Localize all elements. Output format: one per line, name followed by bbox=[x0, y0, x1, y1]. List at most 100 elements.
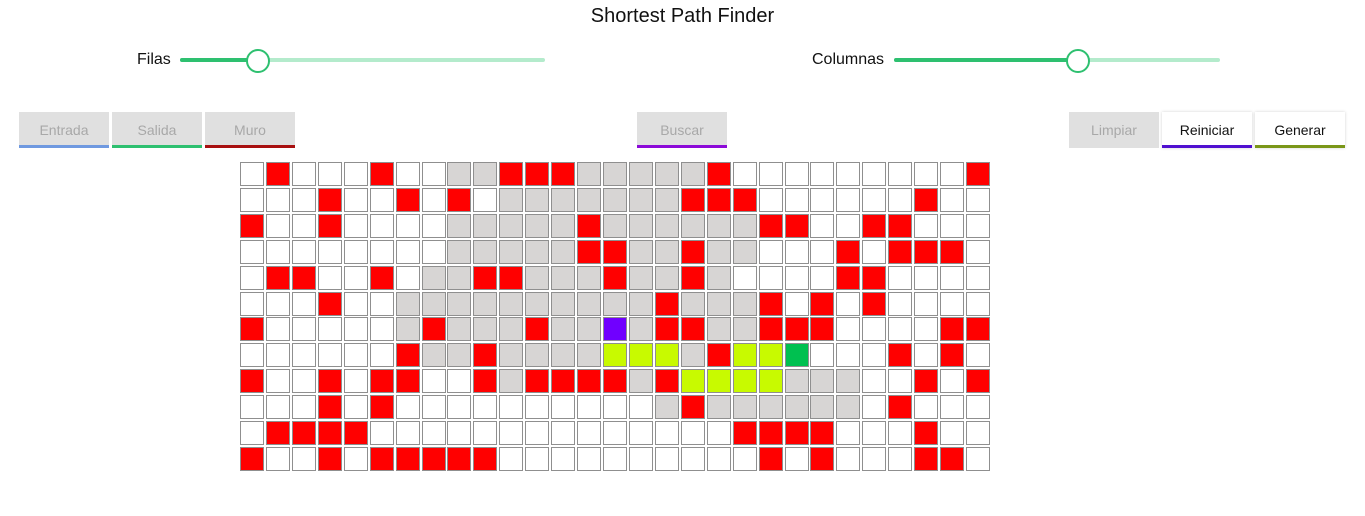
wall-cell[interactable] bbox=[810, 447, 834, 471]
wall-cell[interactable] bbox=[240, 369, 264, 393]
empty-cell[interactable] bbox=[966, 240, 990, 264]
wall-cell[interactable] bbox=[681, 317, 705, 341]
empty-cell[interactable] bbox=[914, 162, 938, 186]
wall-cell[interactable] bbox=[759, 421, 783, 445]
empty-cell[interactable] bbox=[292, 317, 316, 341]
visited-cell[interactable] bbox=[655, 395, 679, 419]
wall-cell[interactable] bbox=[577, 240, 601, 264]
wall-cell[interactable] bbox=[810, 317, 834, 341]
wall-cell[interactable] bbox=[499, 162, 523, 186]
empty-cell[interactable] bbox=[422, 162, 446, 186]
empty-cell[interactable] bbox=[707, 447, 731, 471]
empty-cell[interactable] bbox=[577, 447, 601, 471]
wall-cell[interactable] bbox=[292, 266, 316, 290]
visited-cell[interactable] bbox=[499, 240, 523, 264]
wall-cell[interactable] bbox=[603, 240, 627, 264]
visited-cell[interactable] bbox=[499, 188, 523, 212]
empty-cell[interactable] bbox=[785, 266, 809, 290]
visited-cell[interactable] bbox=[525, 214, 549, 238]
empty-cell[interactable] bbox=[862, 343, 886, 367]
visited-cell[interactable] bbox=[525, 292, 549, 316]
wall-cell[interactable] bbox=[370, 447, 394, 471]
buscar-button[interactable]: Buscar bbox=[637, 112, 727, 148]
visited-cell[interactable] bbox=[577, 162, 601, 186]
wall-cell[interactable] bbox=[266, 162, 290, 186]
wall-cell[interactable] bbox=[914, 188, 938, 212]
empty-cell[interactable] bbox=[344, 369, 368, 393]
empty-cell[interactable] bbox=[914, 214, 938, 238]
wall-cell[interactable] bbox=[396, 369, 420, 393]
empty-cell[interactable] bbox=[240, 162, 264, 186]
empty-cell[interactable] bbox=[266, 240, 290, 264]
empty-cell[interactable] bbox=[862, 421, 886, 445]
empty-cell[interactable] bbox=[862, 395, 886, 419]
empty-cell[interactable] bbox=[759, 240, 783, 264]
visited-cell[interactable] bbox=[629, 214, 653, 238]
wall-cell[interactable] bbox=[603, 369, 627, 393]
wall-cell[interactable] bbox=[888, 395, 912, 419]
visited-cell[interactable] bbox=[836, 395, 860, 419]
path-cell[interactable] bbox=[629, 343, 653, 367]
empty-cell[interactable] bbox=[318, 343, 342, 367]
empty-cell[interactable] bbox=[422, 188, 446, 212]
wall-cell[interactable] bbox=[888, 240, 912, 264]
wall-cell[interactable] bbox=[370, 266, 394, 290]
empty-cell[interactable] bbox=[551, 421, 575, 445]
visited-cell[interactable] bbox=[422, 343, 446, 367]
wall-cell[interactable] bbox=[836, 266, 860, 290]
wall-cell[interactable] bbox=[940, 343, 964, 367]
wall-cell[interactable] bbox=[396, 188, 420, 212]
visited-cell[interactable] bbox=[785, 369, 809, 393]
wall-cell[interactable] bbox=[862, 292, 886, 316]
empty-cell[interactable] bbox=[759, 162, 783, 186]
empty-cell[interactable] bbox=[810, 188, 834, 212]
empty-cell[interactable] bbox=[292, 369, 316, 393]
empty-cell[interactable] bbox=[473, 421, 497, 445]
empty-cell[interactable] bbox=[914, 292, 938, 316]
empty-cell[interactable] bbox=[940, 214, 964, 238]
empty-cell[interactable] bbox=[785, 162, 809, 186]
visited-cell[interactable] bbox=[447, 317, 471, 341]
empty-cell[interactable] bbox=[240, 343, 264, 367]
path-cell[interactable] bbox=[733, 343, 757, 367]
wall-cell[interactable] bbox=[370, 162, 394, 186]
visited-cell[interactable] bbox=[603, 188, 627, 212]
visited-cell[interactable] bbox=[499, 214, 523, 238]
empty-cell[interactable] bbox=[655, 421, 679, 445]
wall-cell[interactable] bbox=[447, 447, 471, 471]
wall-cell[interactable] bbox=[499, 266, 523, 290]
empty-cell[interactable] bbox=[759, 188, 783, 212]
wall-cell[interactable] bbox=[240, 214, 264, 238]
columns-slider-thumb[interactable] bbox=[1065, 49, 1090, 73]
empty-cell[interactable] bbox=[810, 214, 834, 238]
empty-cell[interactable] bbox=[577, 421, 601, 445]
wall-cell[interactable] bbox=[681, 240, 705, 264]
empty-cell[interactable] bbox=[629, 421, 653, 445]
wall-cell[interactable] bbox=[318, 421, 342, 445]
wall-cell[interactable] bbox=[422, 447, 446, 471]
visited-cell[interactable] bbox=[551, 317, 575, 341]
wall-cell[interactable] bbox=[759, 292, 783, 316]
visited-cell[interactable] bbox=[707, 214, 731, 238]
empty-cell[interactable] bbox=[292, 188, 316, 212]
reiniciar-button[interactable]: Reiniciar bbox=[1162, 112, 1252, 148]
visited-cell[interactable] bbox=[629, 188, 653, 212]
empty-cell[interactable] bbox=[862, 317, 886, 341]
wall-cell[interactable] bbox=[966, 317, 990, 341]
entrada-button[interactable]: Entrada bbox=[19, 112, 109, 148]
empty-cell[interactable] bbox=[888, 317, 912, 341]
visited-cell[interactable] bbox=[707, 266, 731, 290]
visited-cell[interactable] bbox=[655, 162, 679, 186]
muro-button[interactable]: Muro bbox=[205, 112, 295, 148]
wall-cell[interactable] bbox=[759, 214, 783, 238]
empty-cell[interactable] bbox=[499, 447, 523, 471]
empty-cell[interactable] bbox=[629, 395, 653, 419]
wall-cell[interactable] bbox=[266, 266, 290, 290]
wall-cell[interactable] bbox=[551, 162, 575, 186]
empty-cell[interactable] bbox=[966, 292, 990, 316]
empty-cell[interactable] bbox=[759, 266, 783, 290]
empty-cell[interactable] bbox=[862, 369, 886, 393]
empty-cell[interactable] bbox=[733, 266, 757, 290]
path-cell[interactable] bbox=[733, 369, 757, 393]
empty-cell[interactable] bbox=[551, 447, 575, 471]
